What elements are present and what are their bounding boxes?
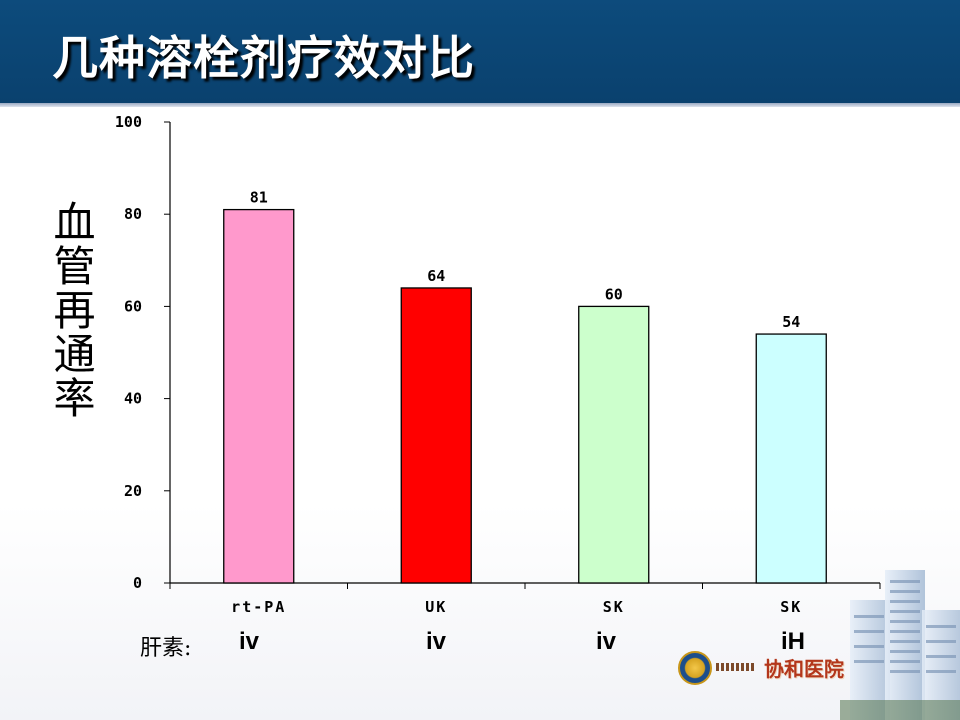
y-tick-label: 100 <box>115 113 142 131</box>
chart-bars <box>223 208 827 584</box>
chart-labels: 0 20 40 60 80 100 81 rt-PA 64 UK 60 SK 54 SK <box>115 113 802 616</box>
y-tick-label: 60 <box>124 297 142 315</box>
category-label-1: rt-PA <box>231 598 286 616</box>
y-tick-label: 0 <box>133 574 142 592</box>
logo-small-print-icon <box>716 663 756 671</box>
y-tick-label: 40 <box>124 390 142 408</box>
bar-2 <box>400 287 472 584</box>
category-label-2: UK <box>425 598 447 616</box>
data-label-2: 64 <box>427 267 445 285</box>
category-label-3: SK <box>603 598 625 616</box>
bar-3 <box>578 305 650 584</box>
y-tick-label: 80 <box>124 205 142 223</box>
hospital-building-icon <box>840 570 960 720</box>
y-tick-label: 20 <box>124 482 142 500</box>
data-label-1: 81 <box>250 189 268 207</box>
bar-4 <box>755 333 827 584</box>
hospital-emblem-icon <box>678 651 712 685</box>
heparin-label: 肝素: <box>140 636 192 661</box>
bar-1 <box>223 208 295 584</box>
banner-divider <box>0 103 960 107</box>
data-label-4: 54 <box>782 313 800 331</box>
heparin-route-3: iv <box>595 628 616 655</box>
slide-title: 几种溶栓剂疗效对比 <box>52 31 475 85</box>
hospital-logo: 协和医院 <box>672 645 847 695</box>
y-axis-label: 血管再通率 <box>47 200 96 420</box>
title-banner <box>0 0 960 103</box>
category-label-4: SK <box>780 598 802 616</box>
heparin-route-2: iv <box>425 628 446 655</box>
heparin-route-4: iH <box>781 628 805 655</box>
data-label-3: 60 <box>605 285 623 303</box>
heparin-route-1: iv <box>238 628 259 655</box>
hospital-name-logo: 协和医院 <box>764 657 844 681</box>
